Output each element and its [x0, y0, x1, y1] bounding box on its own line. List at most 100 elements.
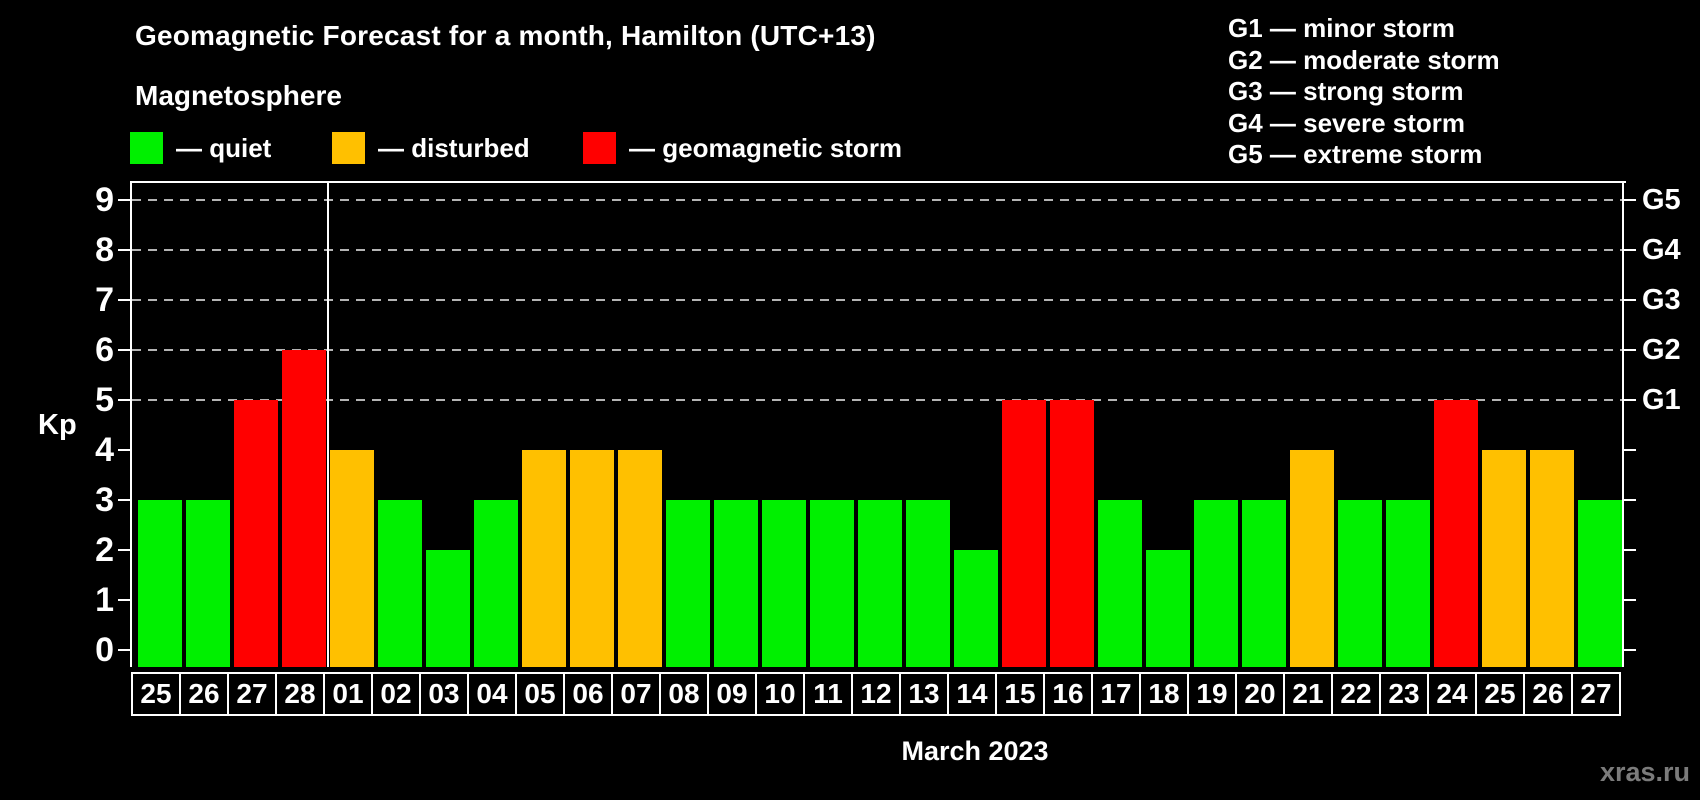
kp-bar-day-14	[954, 550, 998, 667]
date-cell-05: 05	[517, 674, 565, 714]
kp-bar-day-26	[1530, 450, 1574, 667]
kp-bar-day-09	[714, 500, 758, 667]
kp-bar-day-22	[1338, 500, 1382, 667]
kp-bar-day-07	[618, 450, 662, 667]
quiet-color-swatch	[130, 132, 163, 164]
g3-description: G3 — strong storm	[1228, 76, 1464, 106]
left-tick-kp7	[118, 299, 130, 301]
kp-bar-day-12	[858, 500, 902, 667]
kp-bar-day-08	[666, 500, 710, 667]
left-tick-kp8	[118, 249, 130, 251]
y-tick-label-6: 6	[95, 331, 114, 369]
y-tick-label-9: 9	[95, 181, 114, 219]
y-tick-label-1: 1	[95, 581, 114, 619]
g2-description: G2 — moderate storm	[1228, 44, 1500, 75]
right-tick-kp3	[1624, 499, 1636, 501]
kp-bar-day-25	[138, 500, 182, 667]
left-tick-kp6	[118, 349, 130, 351]
gridline-kp7	[132, 299, 1622, 301]
date-cell-16: 16	[1045, 674, 1093, 714]
kp-bar-day-20	[1242, 500, 1286, 667]
date-cell-01: 01	[325, 674, 373, 714]
legend-item-storm: — geomagnetic storm	[583, 131, 902, 165]
date-cell-12: 12	[853, 674, 901, 714]
left-tick-kp0	[118, 649, 130, 651]
chart-title: Geomagnetic Forecast for a month, Hamilt…	[135, 20, 876, 51]
left-tick-kp1	[118, 599, 130, 601]
legend-label-disturbed: — disturbed	[378, 132, 530, 163]
date-cell-06: 06	[565, 674, 613, 714]
storm-color-swatch	[583, 132, 616, 164]
kp-bar-day-23	[1386, 500, 1430, 667]
legend-label-storm: — geomagnetic storm	[629, 132, 903, 163]
date-cell-26: 26	[1525, 674, 1573, 714]
kp-bar-day-02	[378, 500, 422, 667]
date-cell-03: 03	[421, 674, 469, 714]
left-tick-kp9	[118, 199, 130, 201]
date-cell-22: 22	[1333, 674, 1381, 714]
g5-description: G5 — extreme storm	[1228, 139, 1483, 169]
right-tick-kp1	[1624, 599, 1636, 601]
g4-description: G4 — severe storm	[1228, 107, 1466, 138]
date-cell-14: 14	[949, 674, 997, 714]
kp-bar-day-04	[474, 500, 518, 667]
date-cell-19: 19	[1189, 674, 1237, 714]
x-axis-title-month: March 2023	[901, 736, 1049, 766]
kp-bar-day-15	[1002, 400, 1046, 667]
disturbed-color-swatch	[332, 132, 365, 164]
date-cell-17: 17	[1093, 674, 1141, 714]
kp-bar-day-26	[186, 500, 230, 667]
kp-bar-day-01	[330, 450, 374, 667]
plot-frame-left	[130, 181, 132, 667]
plot-frame-top	[130, 181, 1626, 183]
date-cell-04: 04	[469, 674, 517, 714]
kp-bar-day-06	[570, 450, 614, 667]
date-cell-27: 27	[1580, 678, 1612, 709]
right-tick-kp8	[1624, 249, 1636, 251]
date-cell-28: 28	[277, 674, 325, 714]
kp-bar-day-11	[810, 500, 854, 667]
kp-bar-day-16	[1050, 400, 1094, 667]
right-tick-kp2	[1624, 549, 1636, 551]
date-cell-13: 13	[901, 674, 949, 714]
date-cell-11: 11	[805, 674, 853, 714]
y-tick-label-5: 5	[95, 381, 114, 419]
kp-bar-day-24	[1434, 400, 1478, 667]
g-axis-label-g4: G4	[1642, 234, 1681, 266]
date-cell-07: 07	[613, 674, 661, 714]
date-cell-24: 24	[1429, 674, 1477, 714]
date-cell-20: 20	[1237, 674, 1285, 714]
right-tick-kp5	[1624, 399, 1636, 401]
legend-item-disturbed: — disturbed	[332, 131, 530, 165]
date-cell-21: 21	[1285, 674, 1333, 714]
legend-item-quiet: — quiet	[130, 131, 271, 165]
kp-bar-day-27	[1578, 500, 1622, 667]
g-scale-legend: G1 — minor storm G2 — moderate storm G3 …	[1228, 13, 1500, 171]
left-tick-kp2	[118, 549, 130, 551]
gridline-kp6	[132, 349, 1622, 351]
kp-bar-day-21	[1290, 450, 1334, 667]
g-axis-label-g1: G1	[1642, 384, 1681, 416]
date-cell-25: 25	[1477, 674, 1525, 714]
right-tick-kp7	[1624, 299, 1636, 301]
plot-frame-right	[1622, 181, 1624, 667]
g1-description: G1 — minor storm	[1228, 13, 1455, 43]
kp-bar-day-13	[906, 500, 950, 667]
left-tick-kp3	[118, 499, 130, 501]
y-tick-label-3: 3	[95, 481, 114, 519]
date-cell-09: 09	[709, 674, 757, 714]
kp-bar-day-19	[1194, 500, 1238, 667]
y-tick-label-0: 0	[95, 631, 114, 669]
y-tick-label-2: 2	[95, 531, 114, 569]
kp-bar-day-10	[762, 500, 806, 667]
left-tick-kp5	[118, 399, 130, 401]
g-axis-label-g2: G2	[1642, 334, 1681, 366]
y-tick-label-7: 7	[95, 281, 114, 319]
gridline-kp5	[132, 399, 1622, 401]
right-tick-kp4	[1624, 449, 1636, 451]
right-tick-kp0	[1624, 649, 1636, 651]
date-cell-18: 18	[1141, 674, 1189, 714]
date-cell-25: 25	[133, 674, 181, 714]
date-cell-02: 02	[373, 674, 421, 714]
